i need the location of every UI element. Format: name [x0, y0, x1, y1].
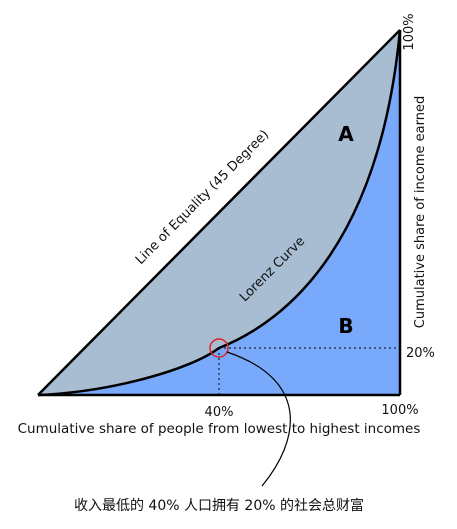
x-tick-40: 40%: [205, 405, 234, 420]
line-of-equality: [37, 29, 401, 396]
callout-text: 收入最低的 40% 人口拥有 20% 的社会总财富: [74, 497, 364, 514]
lorenz-curve: [37, 29, 402, 397]
y-axis-label: Cumulative share of income earned: [413, 96, 428, 328]
highlight-marker-circle: [209, 338, 229, 358]
x-axis-label: Cumulative share of people from lowest t…: [18, 421, 421, 437]
callout-connector: [226, 351, 291, 487]
y-tick-20: 20%: [406, 346, 435, 361]
region-b-area: [38, 30, 400, 395]
y-tick-100: 100%: [402, 13, 417, 50]
region-a-label: A: [338, 122, 354, 146]
x-tick-100: 100%: [381, 403, 418, 418]
region-b-label: B: [338, 314, 353, 338]
